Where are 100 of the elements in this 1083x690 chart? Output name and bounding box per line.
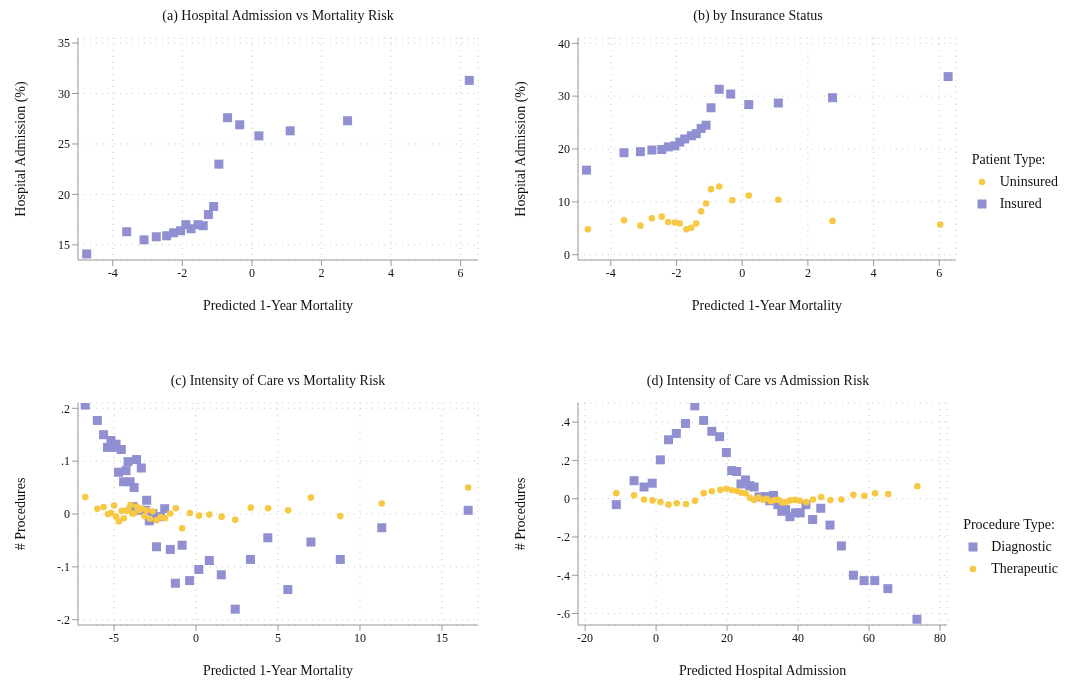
x-axis-title: Predicted 1-Year Mortality: [202, 663, 354, 678]
y-tick-label: .2: [561, 453, 570, 468]
point: [706, 103, 716, 113]
point: [214, 159, 224, 169]
point: [648, 214, 656, 222]
point: [235, 120, 245, 130]
x-tick-label: 6: [936, 265, 943, 280]
point: [263, 533, 273, 543]
x-axis-title: Predicted Hospital Admission: [678, 663, 847, 678]
y-tick-label: -.6: [557, 606, 570, 621]
x-tick-label: -4: [605, 265, 616, 280]
point: [744, 100, 754, 110]
point: [153, 517, 160, 524]
point: [850, 491, 857, 499]
point: [110, 502, 118, 509]
point: [161, 514, 169, 522]
point: [100, 503, 107, 511]
y-tick-label: 10: [558, 195, 570, 210]
point: [80, 403, 90, 410]
point: [584, 226, 592, 233]
point: [721, 448, 731, 458]
y-tick-label: .2: [61, 401, 70, 416]
point: [337, 512, 344, 520]
x-tick-label: 4: [870, 265, 877, 280]
chart-title: (d) Intensity of Care vs Admission Risk: [645, 373, 871, 389]
point: [223, 113, 233, 123]
point: [231, 516, 239, 524]
point: [245, 554, 255, 564]
point: [629, 476, 639, 486]
chart-title: (b) by Insurance Status: [692, 8, 824, 24]
point: [247, 504, 255, 511]
x-tick-label: 80: [934, 630, 947, 645]
point: [817, 493, 825, 501]
point: [218, 513, 225, 520]
point: [335, 554, 345, 564]
point: [185, 576, 195, 586]
point: [702, 200, 710, 207]
point: [655, 455, 665, 465]
point: [122, 227, 132, 237]
point: [802, 498, 810, 506]
point: [690, 403, 700, 411]
point: [943, 72, 953, 82]
point: [166, 510, 174, 517]
y-tick-label: -.2: [557, 530, 570, 545]
point: [914, 482, 921, 490]
point: [749, 482, 759, 492]
point: [848, 570, 858, 580]
point: [796, 497, 804, 505]
point: [658, 213, 666, 220]
point: [707, 185, 715, 193]
x-tick-label: -2: [671, 265, 682, 280]
point: [170, 578, 180, 588]
x-tick-label: -2: [177, 265, 188, 280]
point: [717, 486, 724, 494]
point: [151, 232, 161, 242]
point: [113, 467, 123, 477]
point: [120, 514, 128, 522]
point: [732, 467, 742, 477]
point: [883, 584, 893, 594]
x-tick-label: -5: [109, 630, 120, 645]
y-tick-label: .1: [61, 454, 70, 469]
legend-title: Procedure Type:: [963, 517, 1056, 533]
y-tick-label: 0: [64, 507, 70, 522]
point: [871, 490, 879, 497]
y-axis-title: # Procedures: [512, 477, 528, 551]
y-axis-title: Hospital Admission (%): [12, 81, 29, 217]
point: [697, 208, 705, 215]
point: [204, 556, 214, 566]
point: [773, 98, 783, 108]
point: [141, 512, 148, 520]
point: [657, 498, 664, 506]
point: [701, 120, 711, 130]
point: [681, 418, 691, 428]
point: [619, 148, 629, 158]
point: [172, 504, 180, 512]
point: [691, 497, 699, 505]
x-tick-label: 10: [353, 630, 366, 645]
y-tick-label: .4: [561, 415, 570, 430]
point: [665, 218, 672, 226]
point: [139, 235, 149, 245]
point: [195, 512, 203, 519]
point: [808, 515, 818, 525]
legend-label: Therapeutic: [991, 561, 1058, 577]
point: [206, 511, 213, 518]
point: [165, 544, 175, 554]
x-tick-label: 4: [388, 265, 395, 280]
point: [671, 428, 681, 438]
point: [203, 210, 213, 220]
x-tick-label: 40: [792, 630, 805, 645]
y-tick-label: 20: [58, 187, 70, 202]
x-axis-title: Predicted 1-Year Mortality: [202, 298, 354, 313]
point: [676, 220, 684, 227]
point: [715, 183, 723, 190]
point: [859, 576, 869, 586]
point: [715, 432, 725, 442]
point: [639, 482, 649, 492]
point: [285, 126, 295, 136]
point: [284, 507, 292, 514]
point: [177, 540, 187, 550]
point: [665, 501, 672, 508]
